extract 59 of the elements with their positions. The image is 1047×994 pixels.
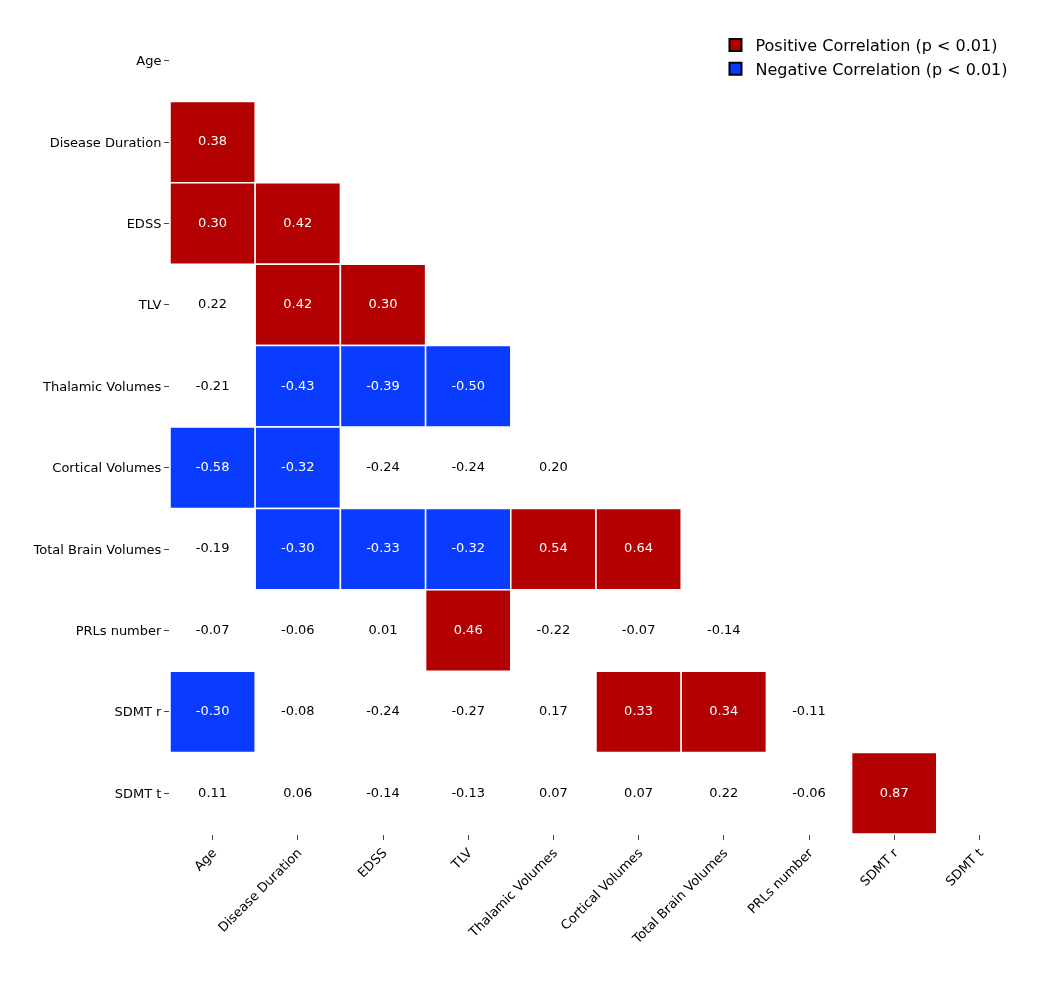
data-label: 0.17 (538, 703, 568, 719)
data-label: -0.07 (621, 621, 656, 637)
data-label: -0.58 (195, 458, 230, 474)
data-label: -0.19 (195, 540, 230, 556)
data-label: 0.46 (453, 621, 483, 637)
data-label: -0.07 (195, 621, 230, 637)
data-label: -0.24 (451, 458, 486, 474)
data-label: 0.01 (368, 621, 398, 637)
y-tick-label: TLV (137, 297, 162, 313)
data-label: 0.42 (283, 296, 313, 312)
data-label: -0.32 (280, 458, 315, 474)
y-tick-label: Cortical Volumes (52, 460, 162, 476)
data-label: -0.06 (280, 621, 315, 637)
y-tick-label: SDMT r (114, 704, 163, 720)
data-label: -0.21 (195, 377, 230, 393)
data-label: 0.33 (624, 703, 654, 719)
data-label: -0.30 (195, 703, 230, 719)
data-label: 0.07 (624, 784, 654, 800)
data-label: -0.13 (451, 784, 486, 800)
y-tick-label: SDMT t (114, 785, 162, 801)
data-label: 0.34 (709, 703, 739, 719)
data-label: -0.24 (366, 703, 400, 719)
legend-label: Positive Correlation (p < 0.01) (755, 36, 998, 56)
data-label: 0.38 (198, 133, 228, 149)
data-label: -0.43 (280, 377, 315, 393)
data-label: 0.30 (198, 214, 228, 230)
y-tick-label: Thalamic Volumes (41, 378, 162, 394)
data-label: 0.11 (198, 784, 228, 800)
data-label: -0.14 (366, 784, 400, 800)
data-label: 0.22 (198, 296, 228, 312)
data-label: -0.11 (792, 703, 826, 719)
data-label: 0.20 (538, 458, 568, 474)
data-label: -0.06 (792, 784, 826, 800)
data-label: 0.06 (283, 784, 313, 800)
y-tick-label: Disease Duration (49, 134, 162, 150)
data-label: -0.32 (451, 540, 486, 556)
y-tick-label: Total Brain Volumes (32, 541, 162, 557)
data-label: -0.27 (451, 703, 486, 719)
x-tick-label: TLV (447, 845, 475, 873)
data-label: 0.64 (624, 540, 654, 556)
data-label: -0.33 (366, 540, 400, 556)
data-label: -0.14 (706, 621, 741, 637)
y-tick-label: PRLs number (75, 623, 163, 639)
data-label: -0.08 (280, 703, 315, 719)
y-tick-label: EDSS (126, 216, 162, 232)
data-label: 0.42 (283, 214, 313, 230)
data-label: -0.50 (451, 377, 486, 393)
data-label: -0.24 (366, 458, 400, 474)
data-label: -0.30 (280, 540, 315, 556)
data-label: 0.54 (538, 540, 568, 556)
data-label: 0.87 (879, 784, 909, 800)
x-tick-label: Age (190, 845, 220, 874)
y-tick-label: Age (136, 53, 162, 69)
data-label: -0.22 (536, 621, 571, 637)
data-label: -0.39 (366, 377, 400, 393)
data-label: 0.07 (538, 784, 568, 800)
data-label: 0.22 (709, 784, 739, 800)
legend-label: Negative Correlation (p < 0.01) (755, 60, 1008, 80)
data-label: 0.30 (368, 296, 398, 312)
